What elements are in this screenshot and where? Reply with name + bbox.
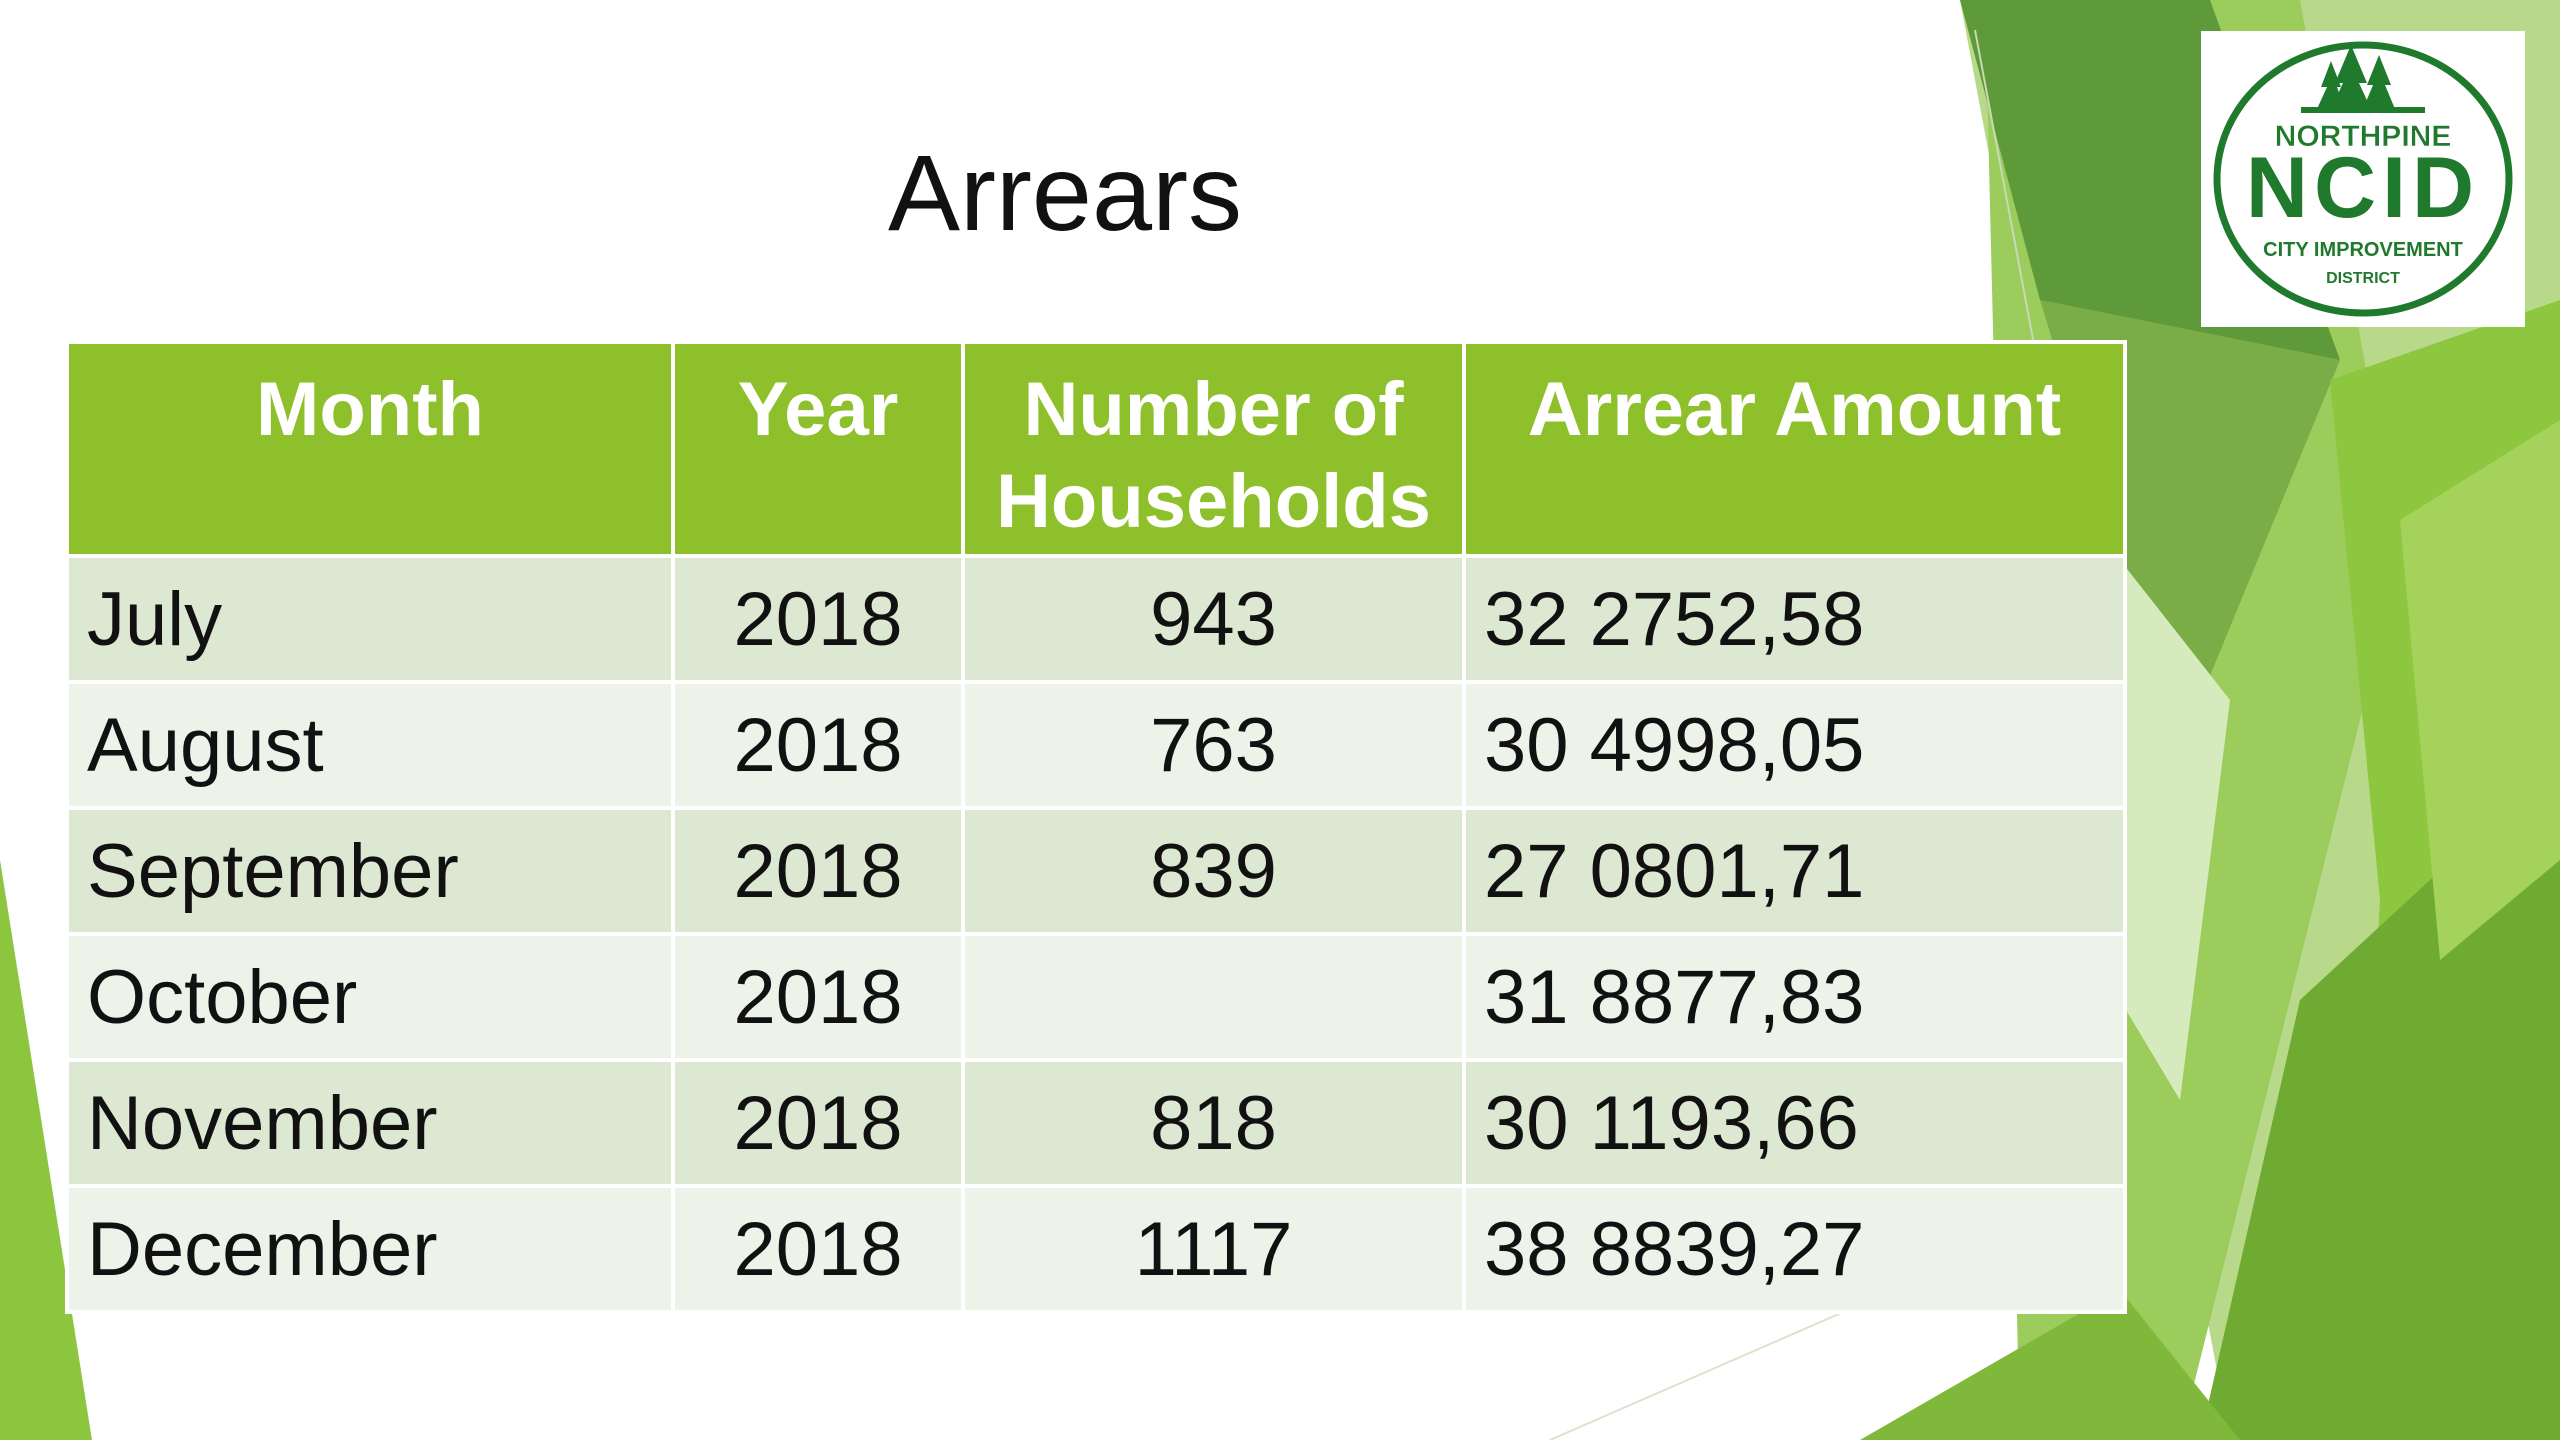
column-header-households: Number of Households (961, 340, 1466, 558)
column-header-arrear-amount: Arrear Amount (1462, 340, 2127, 558)
cell-households: 943 (961, 554, 1466, 684)
arrears-table-container: Month Year Number of Households Arrear A… (65, 340, 2127, 1314)
cell-year: 2018 (671, 1184, 965, 1314)
cell-month: November (65, 1058, 675, 1188)
logo-line3: CITY IMPROVEMENT (2263, 239, 2463, 261)
right-shape-pale (2120, 560, 2230, 1100)
table-row: July 2018 943 32 2752,58 (65, 554, 2127, 684)
column-header-year: Year (671, 340, 965, 558)
cell-month: December (65, 1184, 675, 1314)
cell-month: July (65, 554, 675, 684)
logo-line2: NCID (2246, 140, 2480, 236)
cell-month: October (65, 932, 675, 1062)
cell-year: 2018 (671, 680, 965, 810)
arrears-table: Month Year Number of Households Arrear A… (65, 340, 2127, 1314)
cell-amount: 31 8877,83 (1462, 932, 2127, 1062)
table-row: November 2018 818 30 1193,66 (65, 1058, 2127, 1188)
slide-title: Arrears (887, 132, 1243, 253)
cell-year: 2018 (671, 806, 965, 936)
right-shape-lime (2400, 420, 2560, 960)
cell-amount: 38 8839,27 (1462, 1184, 2127, 1314)
column-header-month: Month (65, 340, 675, 558)
table-row: August 2018 763 30 4998,05 (65, 680, 2127, 810)
cell-amount: 27 0801,71 (1462, 806, 2127, 936)
cell-households (961, 932, 1466, 1062)
cell-households: 818 (961, 1058, 1466, 1188)
cell-year: 2018 (671, 1058, 965, 1188)
cell-households: 839 (961, 806, 1466, 936)
cell-households: 763 (961, 680, 1466, 810)
logo-line1: NORTHPINE (2275, 120, 2452, 153)
logo-line4: DISTRICT (2326, 270, 2400, 287)
table-header-row: Month Year Number of Households Arrear A… (65, 340, 2127, 558)
table-row: December 2018 1117 38 8839,27 (65, 1184, 2127, 1314)
cell-amount: 30 4998,05 (1462, 680, 2127, 810)
cell-month: August (65, 680, 675, 810)
cell-year: 2018 (671, 932, 965, 1062)
table-row: September 2018 839 27 0801,71 (65, 806, 2127, 936)
cell-households: 1117 (961, 1184, 1466, 1314)
cell-year: 2018 (671, 554, 965, 684)
cell-amount: 32 2752,58 (1462, 554, 2127, 684)
pine-trees-icon (2301, 45, 2425, 113)
table-row: October 2018 31 8877,83 (65, 932, 2127, 1062)
cell-month: September (65, 806, 675, 936)
bottom-shape (1860, 1290, 2240, 1440)
cell-amount: 30 1193,66 (1462, 1058, 2127, 1188)
ncid-logo: NORTHPINE NCID CITY IMPROVEMENT DISTRICT (2201, 31, 2525, 327)
